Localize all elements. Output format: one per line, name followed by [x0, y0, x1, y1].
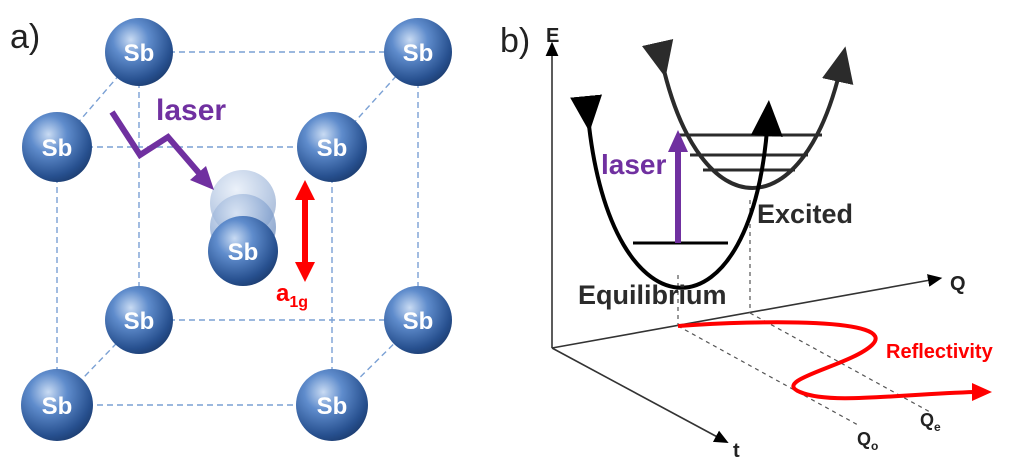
q0-main: Q	[857, 429, 871, 449]
atom-back-bottom-left: Sb	[105, 286, 173, 354]
t-axis	[551, 347, 729, 444]
panel-a: a) Sb Sb Sb	[10, 18, 452, 441]
equilibrium-label: Equilibrium	[578, 280, 727, 310]
a1g-label: a1g	[276, 280, 308, 311]
atom-back-top-right: Sb	[384, 18, 452, 86]
excited-label: Excited	[757, 199, 853, 229]
atom-label: Sb	[42, 393, 73, 420]
q-axis	[551, 274, 943, 349]
atom-label: Sb	[124, 308, 155, 335]
q0-sub: o	[871, 439, 878, 453]
reflectivity-curve	[677, 320, 976, 401]
a1g-mode-arrow	[295, 180, 315, 282]
qe-sub: e	[934, 420, 941, 434]
atom-center: Sb	[208, 216, 278, 286]
atom-label: Sb	[42, 135, 73, 162]
panel-a-label: a)	[10, 18, 40, 56]
atom-front-top-left: Sb	[22, 112, 92, 182]
qe-label: Qe	[920, 410, 941, 434]
q0-label: Qo	[857, 429, 878, 453]
t-axis-label: t	[733, 440, 740, 458]
atom-back-top-left: Sb	[105, 18, 173, 86]
reflectivity-label: Reflectivity	[886, 341, 994, 363]
q0-time-line	[677, 325, 859, 426]
laser-label-a: laser	[156, 94, 226, 127]
atom-back-bottom-right: Sb	[384, 286, 452, 354]
q-axis-label: Q	[950, 273, 966, 295]
laser-arrow-b-head	[668, 130, 688, 152]
laser-arrow-a	[109, 110, 214, 190]
reflectivity-arrow-head	[972, 383, 992, 401]
atom-label: Sb	[403, 40, 434, 67]
atom-label: Sb	[403, 308, 434, 335]
atom-label: Sb	[124, 40, 155, 67]
equilibrium-parabola	[570, 94, 783, 290]
atom-front-bottom-right: Sb	[296, 369, 368, 441]
qe-main: Q	[920, 410, 934, 430]
panel-b-label: b)	[500, 22, 530, 60]
atom-label: Sb	[228, 239, 259, 266]
atom-label: Sb	[317, 393, 348, 420]
panel-b: b) E Q t Excited Equilibrium laser Refle…	[500, 22, 994, 458]
laser-label-b: laser	[601, 149, 666, 180]
a1g-sub: 1g	[289, 294, 308, 311]
e-axis-label: E	[546, 25, 559, 47]
atom-front-bottom-left: Sb	[21, 369, 93, 441]
a1g-main: a	[276, 280, 290, 307]
atom-front-top-right: Sb	[297, 112, 367, 182]
atom-label: Sb	[317, 135, 348, 162]
